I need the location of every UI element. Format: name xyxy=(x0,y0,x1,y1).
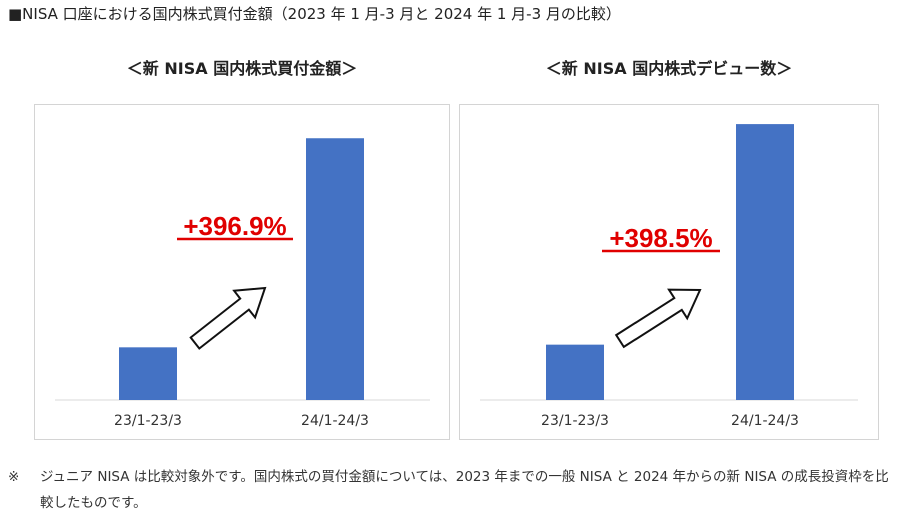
bar-1 xyxy=(546,344,604,400)
x-tick-label: 23/1-23/3 xyxy=(114,413,182,429)
footnote-mark: ※ xyxy=(8,469,20,485)
growth-arrow-icon xyxy=(189,286,267,350)
footnote: ※ ジュニア NISA は比較対象外です。国内株式の買付金額については、2023… xyxy=(8,464,902,516)
x-tick-label: 23/1-23/3 xyxy=(541,413,609,429)
x-tick-label: 24/1-24/3 xyxy=(731,413,799,429)
x-tick-label: 24/1-24/3 xyxy=(301,413,369,429)
bar-2 xyxy=(306,138,364,400)
bar-2 xyxy=(736,124,794,400)
bar-1 xyxy=(119,347,177,400)
growth-annotation: +398.5% xyxy=(609,223,712,253)
chart-panel-purchase-amount: 23/1-23/3 24/1-24/3 +396.9% xyxy=(34,104,450,440)
growth-annotation: +396.9% xyxy=(183,211,286,241)
footnote-text: ジュニア NISA は比較対象外です。国内株式の買付金額については、2023 年… xyxy=(40,469,889,511)
chart-title-debut-count: ＜新 NISA 国内株式デビュー数＞ xyxy=(545,59,793,78)
chart-debut-count: 23/1-23/3 24/1-24/3 +398.5% xyxy=(480,124,858,429)
chart-title-purchase-amount: ＜新 NISA 国内株式買付金額＞ xyxy=(126,59,358,78)
chart-panel-debut-count: 23/1-23/3 24/1-24/3 +398.5% xyxy=(459,104,879,440)
chart-purchase-amount: 23/1-23/3 24/1-24/3 +396.9% xyxy=(55,138,430,429)
page-title: ■NISA 口座における国内株式買付金額（2023 年 1 月-3 月と 202… xyxy=(8,5,621,23)
growth-arrow-icon xyxy=(614,288,702,349)
